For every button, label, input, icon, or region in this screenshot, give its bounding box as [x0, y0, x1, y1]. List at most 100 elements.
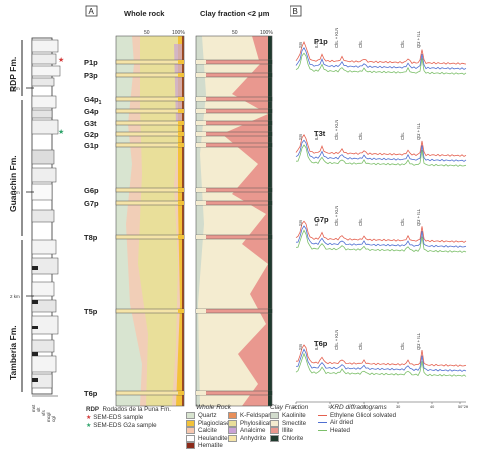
clay-bar [195, 308, 273, 314]
panel-a-label: A [89, 7, 95, 16]
whole-rock-bar [115, 120, 185, 126]
clay-bar-chlorite [268, 201, 272, 205]
sample-label: P1p [84, 58, 98, 67]
whole-rock-bar [115, 96, 185, 102]
legend-swatch [186, 434, 195, 442]
depth-mark-4km: 4 km [10, 190, 20, 195]
legend-item: Illite [270, 427, 306, 435]
legend-sem1: ★ SEM-EDS sample [86, 414, 143, 421]
xrd-sample-label: G7p [314, 215, 329, 224]
sample-label: P3p [84, 71, 98, 80]
sample-label: T8p [84, 233, 98, 242]
legend-whole-rock-title: Whole Rock [196, 404, 232, 411]
legend-item: Quartz [186, 412, 230, 420]
legend-item: Heulandite [186, 434, 230, 443]
clay-bar [195, 108, 273, 114]
whole-rock-bar-segment [178, 391, 184, 395]
legend-item: Anhydrite [228, 434, 278, 443]
xrd-peak-label: ChL + KLN [334, 206, 339, 226]
xrd-trace-line [295, 344, 467, 367]
sem-marker-green: ★ [58, 128, 64, 136]
legend-swatch [318, 429, 327, 431]
clay-bar [195, 59, 273, 65]
xrd-axis-tick-label: 30 [396, 405, 400, 408]
clay-bar-segment [196, 235, 206, 239]
whole-rock-bar [115, 59, 185, 65]
legend-whole-rock-col2: K-Feldspar Phylosilicates Analcime Anhydrit… [228, 412, 278, 442]
panel-b: B P1p Sm ILL ChL + KLN ChL ChL Qtz + ILL T3t Sm I… [289, 4, 476, 409]
legend-swatch [270, 412, 279, 419]
xrd-peak-label: ChL [358, 218, 363, 226]
legend-swatch [228, 434, 237, 442]
whole-rock-bar-segment [178, 132, 184, 136]
legend-item-label: Plagioclase [198, 419, 230, 427]
sample-label: G2p [84, 130, 99, 139]
column-svg: RDP Fm. Guanchin Fm. Tamberia Fm. [8, 37, 64, 422]
panel-b-svg: B P1p Sm ILL ChL + KLN ChL ChL Qtz + ILL T3t Sm I… [289, 5, 468, 409]
legend-item: Analcime [228, 427, 278, 435]
legend-item-label: Air dried [330, 419, 354, 427]
legend-item-label: Heated [330, 426, 350, 434]
clay-bar [195, 390, 273, 396]
legend-swatch [318, 422, 327, 424]
xrd-sample-label: P1p [314, 37, 328, 46]
xrd-sample-label: T3t [314, 129, 326, 138]
clay-bar-chlorite [268, 121, 272, 125]
clay-bar-chlorite [268, 73, 272, 77]
clay-bar-segment [196, 132, 206, 136]
whole-rock-bar [115, 131, 185, 137]
xrd-sample-label: T6p [314, 339, 328, 348]
xrd-peak-label: ChL [400, 132, 405, 140]
panel-a: A Whole rock Clay fraction <2 μm 50 100%… [82, 4, 292, 408]
whole-rock-bar [115, 142, 185, 148]
legend-item: Plagioclase [186, 419, 230, 428]
legend-item: Smectite [270, 419, 307, 428]
xrd-peak-label: ILL [314, 344, 319, 350]
panel-a-svg: A Whole rock Clay fraction <2 μm 50 100%… [84, 5, 273, 407]
whole-rock-bar [115, 234, 185, 240]
legend-sem2-text: SEM-EDS G2a sample [93, 422, 157, 429]
legend-rdp-key: RDP [86, 406, 100, 413]
clay-fraction-title: Clay fraction <2 μm [200, 9, 270, 18]
xrd-peak-label: ILL [314, 42, 319, 48]
whole-rock-bar [115, 390, 185, 396]
sample-label: G4p [84, 107, 99, 116]
clay-bar [195, 187, 273, 193]
xrd-trace-line [295, 220, 467, 243]
xrd-axis-tick-label: 2 [294, 405, 296, 408]
legend-item-label: Analcime [240, 427, 266, 435]
legend-rdp-text: Rodados de la Puna Fm. [102, 406, 171, 413]
clay-bar [195, 234, 273, 240]
legend-swatch [318, 414, 327, 416]
legend-item: Ethylene Glicol solvated [318, 412, 396, 419]
legend-swatch [228, 412, 237, 419]
formation-label-tamberia: Tamberia Fm. [8, 325, 18, 380]
legend-item-label: Ethylene Glicol solvated [330, 412, 397, 419]
depth-mark-2km: 2 km [10, 294, 20, 299]
xrd-peak-label: Qtz + ILL [416, 208, 421, 226]
sample-label: G6p [84, 186, 99, 195]
xrd-trace-line [295, 52, 467, 75]
xrd-peak-label: ChL + KLN [334, 120, 339, 140]
legend-swatch [228, 419, 237, 427]
legend-whole-rock-col1: Quartz Plagioclase Calcite Heulandite Hemati… [186, 412, 230, 450]
clay-bar-segment [196, 143, 206, 147]
clay-bar [195, 131, 273, 137]
whole-rock-bar-segment [178, 109, 184, 113]
whole-rock-bar-segment [178, 73, 184, 77]
xrd-peak-label: Sm [298, 343, 303, 350]
whole-rock-bar-segment [178, 60, 184, 64]
xrd-traces: P1p Sm ILL ChL + KLN ChL ChL Qtz + ILL T3t Sm ILL… [295, 28, 467, 377]
stratigraphic-column: RDP Fm. Guanchin Fm. Tamberia Fm. [0, 0, 80, 454]
legend-sem1-text: SEM-EDS sample [93, 414, 144, 421]
xrd-axis: 2 10 20 30 40 50°2θ [294, 402, 468, 409]
whole-rock-bar [115, 108, 185, 114]
clay-bar-chlorite [268, 132, 272, 136]
legend: RDP Rodados de la Puna Fm. ★ SEM-EDS sam… [0, 404, 480, 454]
legend-item: Phylosilicates [228, 419, 278, 428]
clay-bar-chlorite [268, 60, 272, 64]
xrd-peak-label: Sm [298, 41, 303, 48]
whole-rock-bar-segment [178, 97, 184, 101]
legend-item-label: Smectite [282, 419, 307, 427]
xrd-peak-label: ChL + KLN [334, 330, 339, 350]
